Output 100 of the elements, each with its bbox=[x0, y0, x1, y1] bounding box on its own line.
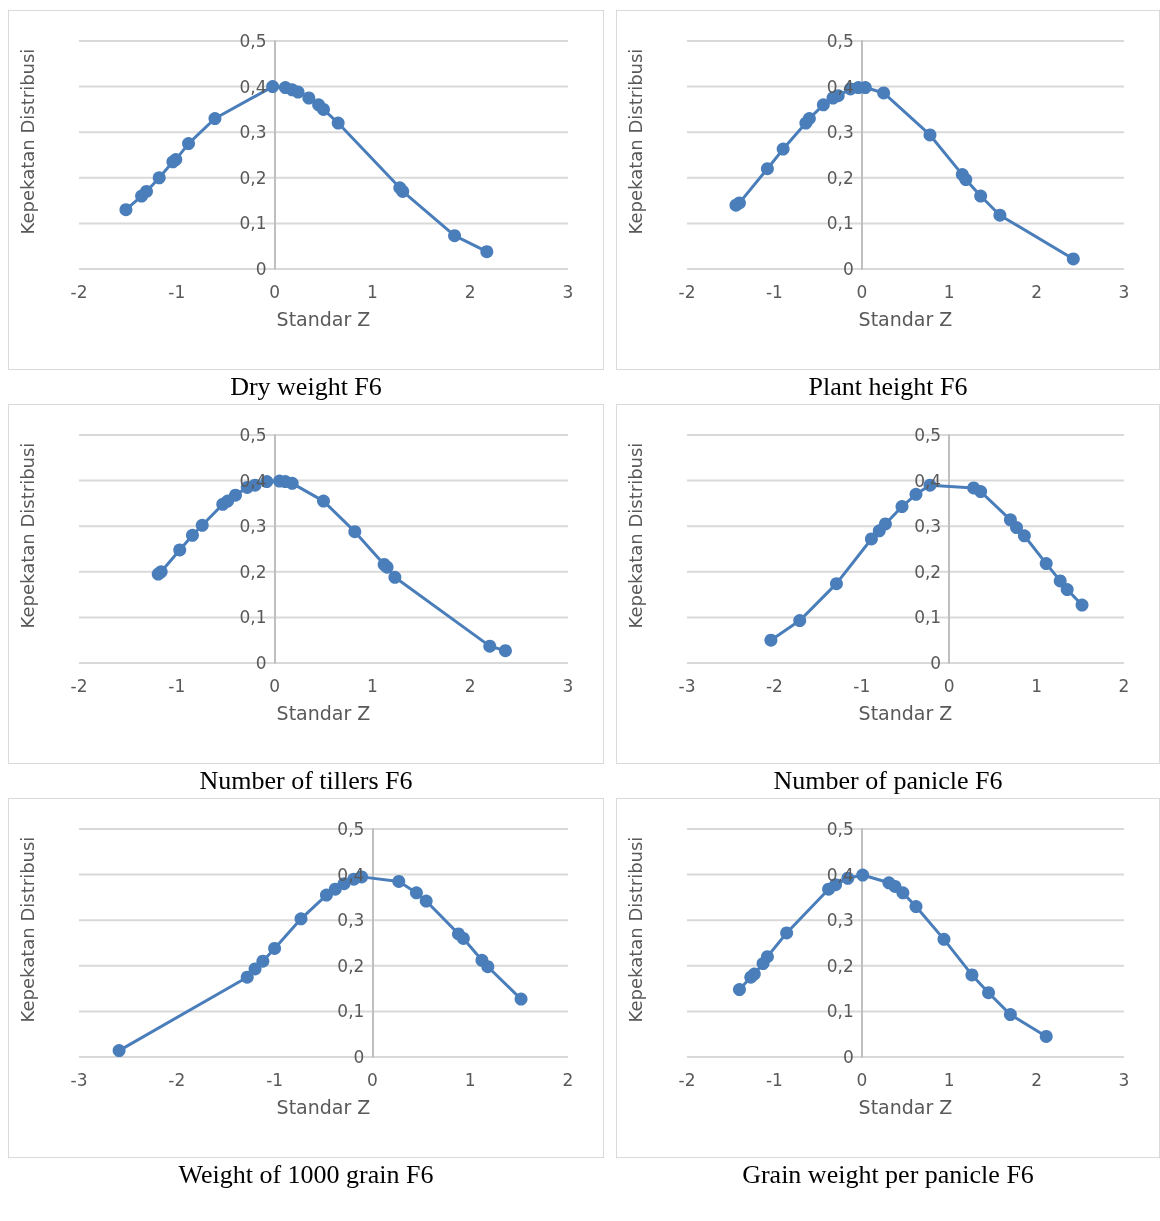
x-tick-label: 2 bbox=[464, 281, 476, 302]
x-tick-label: 0 bbox=[269, 281, 281, 302]
x-axis-title: Standar Z bbox=[276, 701, 371, 724]
y-tick-label: 0 bbox=[255, 259, 267, 279]
point bbox=[228, 488, 242, 502]
y-tick-label: 0,3 bbox=[914, 516, 942, 537]
point bbox=[909, 900, 923, 914]
point bbox=[802, 112, 816, 126]
point bbox=[328, 882, 342, 896]
y-tick-label: 0,1 bbox=[826, 1001, 854, 1022]
x-tick-label: -1 bbox=[266, 1069, 284, 1090]
x-tick-label: 2 bbox=[1118, 675, 1130, 696]
point bbox=[1017, 529, 1031, 543]
x-tick-label: 2 bbox=[562, 1069, 574, 1090]
point bbox=[937, 932, 951, 946]
point bbox=[895, 500, 909, 514]
point bbox=[266, 80, 280, 94]
x-tick-label: 1 bbox=[943, 281, 955, 302]
text: Grain weight per panicle F6 bbox=[741, 1159, 1035, 1191]
y-tick-label: 0,3 bbox=[337, 910, 365, 931]
x-tick-label: -1 bbox=[168, 675, 186, 696]
y-tick-label: 0,5 bbox=[826, 31, 854, 51]
text: Number of tillers F6 bbox=[198, 765, 414, 797]
point bbox=[152, 171, 166, 185]
x-tick-label: -2 bbox=[70, 675, 88, 696]
y-tick-label: 0 bbox=[255, 653, 267, 673]
x-tick-label: 1 bbox=[943, 1069, 955, 1090]
y-axis-title: Kepekatan Distribusi bbox=[17, 442, 39, 628]
y-tick-label: 0,5 bbox=[239, 31, 267, 51]
y-tick-label: 0,5 bbox=[239, 425, 267, 445]
x-tick-label: 2 bbox=[464, 675, 476, 696]
point bbox=[409, 886, 423, 900]
y-tick-label: 0,1 bbox=[239, 213, 267, 234]
point bbox=[182, 137, 196, 151]
x-tick-label: 3 bbox=[562, 281, 574, 302]
x-tick-label: -3 bbox=[70, 1069, 88, 1090]
y-axis-title: Kepekatan Distribusi bbox=[625, 836, 647, 1022]
y-tick-label: 0 bbox=[930, 653, 942, 673]
point bbox=[776, 142, 790, 156]
x-axis-title: Standar Z bbox=[858, 307, 953, 330]
y-tick-label: 0,1 bbox=[914, 607, 942, 628]
x-tick-label: 0 bbox=[856, 281, 868, 302]
point bbox=[793, 614, 807, 628]
point bbox=[764, 633, 778, 647]
y-axis-title: Kepekatan Distribusi bbox=[17, 836, 39, 1022]
point bbox=[816, 98, 830, 112]
point bbox=[302, 91, 316, 105]
y-tick-label: 0,2 bbox=[239, 167, 267, 188]
y-tick-label: 0,3 bbox=[239, 516, 267, 537]
x-tick-label: -2 bbox=[678, 281, 696, 302]
x-axis-title: Standar Z bbox=[858, 1095, 953, 1118]
x-tick-label: -1 bbox=[765, 1069, 783, 1090]
y-tick-label: 0,1 bbox=[826, 213, 854, 234]
point bbox=[388, 570, 402, 584]
point bbox=[331, 116, 345, 130]
point bbox=[348, 525, 362, 539]
y-tick-label: 0,2 bbox=[826, 167, 854, 188]
point bbox=[923, 128, 937, 142]
y-tick-label: 0,3 bbox=[239, 122, 267, 143]
text: Plant height F6 bbox=[807, 371, 969, 403]
point bbox=[974, 485, 988, 499]
x-tick-label: 1 bbox=[366, 281, 378, 302]
point bbox=[112, 1044, 126, 1058]
x-tick-label: 1 bbox=[464, 1069, 476, 1090]
point bbox=[959, 173, 973, 187]
point bbox=[974, 189, 988, 203]
y-axis-title: Kepekatan Distribusi bbox=[625, 442, 647, 628]
x-tick-label: -1 bbox=[853, 675, 871, 696]
x-tick-label: 2 bbox=[1031, 281, 1043, 302]
y-tick-label: 0,2 bbox=[337, 955, 365, 976]
x-tick-label: -2 bbox=[168, 1069, 186, 1090]
point bbox=[291, 85, 305, 99]
point bbox=[760, 162, 774, 176]
y-tick-label: 0,3 bbox=[826, 122, 854, 143]
x-axis-title: Standar Z bbox=[858, 701, 953, 724]
point bbox=[195, 518, 209, 532]
text: Number of panicle F6 bbox=[772, 765, 1004, 797]
point bbox=[208, 112, 222, 126]
y-tick-label: 0 bbox=[353, 1047, 365, 1067]
point bbox=[483, 639, 497, 653]
x-tick-label: 1 bbox=[366, 675, 378, 696]
point bbox=[294, 912, 308, 926]
y-tick-label: 0,2 bbox=[914, 561, 942, 582]
x-tick-label: 1 bbox=[1031, 675, 1043, 696]
y-tick-label: 0,1 bbox=[337, 1001, 365, 1022]
point bbox=[1010, 521, 1023, 535]
point bbox=[480, 245, 494, 259]
point bbox=[829, 577, 843, 591]
point bbox=[456, 931, 470, 945]
point bbox=[1060, 583, 1074, 597]
point bbox=[965, 968, 979, 982]
point bbox=[1053, 574, 1067, 588]
point bbox=[240, 970, 254, 984]
point bbox=[419, 894, 433, 908]
x-tick-label: -1 bbox=[168, 281, 186, 302]
point bbox=[317, 102, 330, 116]
y-tick-label: 0 bbox=[842, 259, 854, 279]
point bbox=[864, 532, 878, 546]
point bbox=[993, 208, 1007, 222]
point bbox=[498, 644, 512, 658]
